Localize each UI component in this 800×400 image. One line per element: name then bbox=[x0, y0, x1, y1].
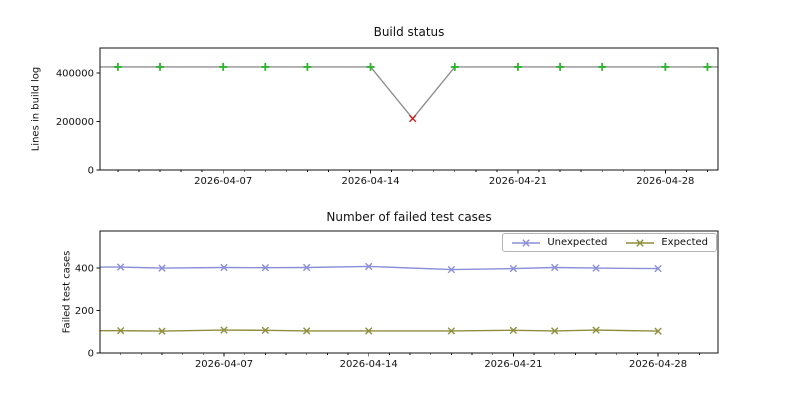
data-point-marker-x bbox=[447, 265, 456, 274]
y-tick-label: 0 bbox=[88, 166, 94, 177]
x-tick-label: 2026-04-14 bbox=[342, 176, 400, 187]
build-status-y-axis-label: Lines in build log bbox=[30, 66, 42, 152]
data-point-marker-x bbox=[220, 263, 228, 272]
data-point-marker-plus bbox=[513, 62, 522, 71]
data-point-marker-plus bbox=[703, 62, 712, 71]
data-point-marker-plus bbox=[113, 62, 122, 71]
data-point-marker-plus bbox=[261, 62, 270, 71]
data-point-marker-plus bbox=[156, 62, 165, 71]
data-point-marker-x bbox=[365, 262, 373, 271]
x-tick-label: 2026-04-07 bbox=[194, 176, 252, 187]
data-point-marker-plus bbox=[219, 62, 228, 71]
data-point-marker-x bbox=[158, 264, 166, 272]
failed-tests-y-axis-label: Failed test cases bbox=[61, 250, 73, 334]
data-point-marker-plus bbox=[661, 62, 670, 71]
data-point-marker-x bbox=[302, 327, 311, 335]
y-tick-label: 400000 bbox=[56, 68, 94, 79]
data-point-marker-x bbox=[509, 264, 518, 273]
data-point-marker-x bbox=[551, 327, 559, 335]
data-point-marker-x bbox=[158, 327, 166, 335]
legend-label-expected: Expected bbox=[661, 237, 708, 248]
failed-tests-chart-title: Number of failed test cases bbox=[326, 210, 492, 224]
y-tick-label: 200000 bbox=[56, 117, 94, 128]
data-point-marker-x bbox=[447, 327, 456, 335]
y-tick-label: 200 bbox=[75, 306, 94, 317]
series-line-expected bbox=[100, 329, 659, 332]
legend-entry-expected: Expected bbox=[625, 237, 708, 248]
data-point-marker-plus bbox=[556, 62, 565, 71]
data-point-marker-x bbox=[654, 327, 662, 335]
data-point-marker-x bbox=[220, 326, 228, 334]
x-tick-label: 2026-04-21 bbox=[484, 359, 542, 370]
data-point-marker-plus bbox=[366, 62, 375, 71]
y-tick-label: 0 bbox=[88, 349, 94, 360]
series-line-unexpected bbox=[100, 265, 659, 271]
data-point-marker-x bbox=[509, 326, 518, 334]
x-tick-label: 2026-04-28 bbox=[629, 359, 687, 370]
data-point-marker-x bbox=[654, 264, 662, 273]
series-line-lines-in-build-log bbox=[100, 66, 718, 120]
x-tick-label: 2026-04-14 bbox=[340, 359, 398, 370]
x-tick-label: 2026-04-07 bbox=[195, 359, 253, 370]
data-point-marker-x bbox=[592, 264, 600, 272]
x-tick-label: 2026-04-28 bbox=[636, 176, 694, 187]
data-point-marker-plus bbox=[450, 62, 459, 71]
data-point-marker-x bbox=[116, 263, 125, 271]
x-tick-label: 2026-04-21 bbox=[489, 176, 547, 187]
data-point-marker-x bbox=[116, 327, 125, 335]
legend-entry-unexpected: Unexpected bbox=[511, 237, 607, 248]
data-point-marker-x bbox=[365, 327, 373, 335]
y-tick-label: 400 bbox=[75, 264, 94, 275]
legend-marker-unexpected bbox=[512, 238, 541, 247]
data-point-marker-plus bbox=[303, 62, 312, 71]
data-point-marker-x bbox=[261, 264, 270, 272]
legend-marker-expected bbox=[626, 238, 655, 247]
plot-border bbox=[99, 230, 719, 354]
legend-label-unexpected: Unexpected bbox=[547, 237, 608, 248]
data-point-marker-x bbox=[302, 263, 311, 272]
build-status-chart-title: Build status bbox=[373, 25, 445, 39]
plot-border bbox=[99, 47, 719, 171]
data-point-marker-x bbox=[408, 114, 417, 123]
failed-tests-legend: Unexpected Expected bbox=[502, 233, 717, 252]
data-point-marker-plus bbox=[598, 62, 607, 71]
data-point-marker-x bbox=[592, 326, 600, 334]
data-point-marker-x bbox=[551, 263, 559, 272]
data-point-marker-x bbox=[261, 326, 270, 334]
